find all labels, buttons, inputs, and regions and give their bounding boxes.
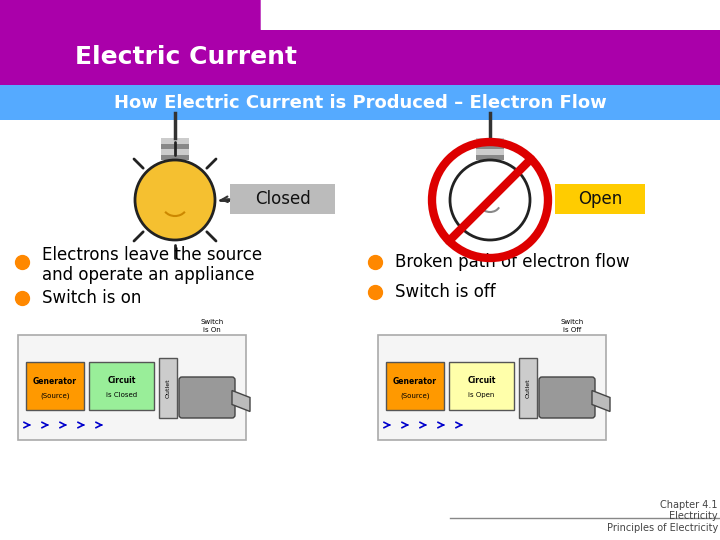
FancyBboxPatch shape — [18, 335, 246, 440]
Text: Outlet: Outlet — [166, 378, 171, 398]
FancyBboxPatch shape — [555, 184, 645, 214]
Text: Chapter 4.1: Chapter 4.1 — [660, 500, 718, 510]
FancyBboxPatch shape — [89, 362, 154, 410]
Text: Switch is on: Switch is on — [42, 289, 141, 307]
FancyBboxPatch shape — [159, 358, 177, 418]
FancyBboxPatch shape — [161, 149, 189, 154]
Text: Switch
is On: Switch is On — [200, 320, 224, 333]
Point — [369, 288, 381, 296]
Text: is Open: is Open — [468, 392, 495, 397]
FancyBboxPatch shape — [476, 144, 504, 149]
FancyBboxPatch shape — [476, 138, 504, 144]
Text: (Source): (Source) — [40, 393, 70, 399]
Text: Electrons leave the source: Electrons leave the source — [42, 246, 262, 264]
Text: Electricity: Electricity — [670, 511, 718, 521]
Circle shape — [135, 160, 215, 240]
Polygon shape — [232, 390, 250, 411]
Text: Switch
is Off: Switch is Off — [560, 320, 584, 333]
Point — [369, 258, 381, 266]
Polygon shape — [592, 390, 610, 411]
FancyBboxPatch shape — [0, 85, 720, 120]
Text: Electric Current: Electric Current — [75, 45, 297, 70]
FancyBboxPatch shape — [449, 362, 514, 410]
Text: Open: Open — [578, 190, 622, 208]
Text: Broken path of electron flow: Broken path of electron flow — [395, 253, 629, 271]
FancyBboxPatch shape — [539, 377, 595, 418]
Text: (Source): (Source) — [400, 393, 430, 399]
FancyBboxPatch shape — [519, 358, 537, 418]
Text: is Closed: is Closed — [106, 392, 137, 397]
FancyBboxPatch shape — [161, 144, 189, 149]
Circle shape — [450, 160, 530, 240]
Text: Principles of Electricity: Principles of Electricity — [607, 523, 718, 533]
FancyBboxPatch shape — [161, 154, 189, 160]
FancyBboxPatch shape — [0, 30, 720, 85]
FancyBboxPatch shape — [386, 362, 444, 410]
FancyBboxPatch shape — [476, 154, 504, 160]
Point — [17, 294, 28, 302]
Point — [17, 258, 28, 266]
FancyBboxPatch shape — [161, 138, 189, 144]
FancyBboxPatch shape — [26, 362, 84, 410]
Text: and operate an appliance: and operate an appliance — [42, 266, 254, 284]
Text: Switch is off: Switch is off — [395, 283, 495, 301]
Text: Generator: Generator — [33, 377, 77, 386]
Text: Generator: Generator — [393, 377, 437, 386]
Text: Circuit: Circuit — [467, 376, 495, 384]
FancyBboxPatch shape — [476, 149, 504, 154]
Text: Closed: Closed — [255, 190, 310, 208]
Polygon shape — [0, 0, 310, 85]
FancyBboxPatch shape — [230, 184, 335, 214]
Text: Outlet: Outlet — [526, 378, 531, 398]
FancyBboxPatch shape — [378, 335, 606, 440]
Text: How Electric Current is Produced – Electron Flow: How Electric Current is Produced – Elect… — [114, 93, 606, 111]
FancyBboxPatch shape — [179, 377, 235, 418]
Text: Circuit: Circuit — [107, 376, 135, 384]
